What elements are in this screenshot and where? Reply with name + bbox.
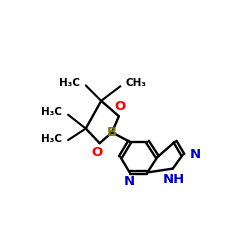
Text: H₃C: H₃C [60, 78, 80, 88]
Text: B: B [107, 126, 117, 139]
Text: H₃C: H₃C [41, 134, 62, 144]
Text: NH: NH [162, 173, 185, 186]
Text: O: O [91, 146, 102, 159]
Text: N: N [190, 148, 201, 161]
Text: H₃C: H₃C [41, 108, 62, 118]
Text: N: N [124, 175, 135, 188]
Text: CH₃: CH₃ [126, 78, 147, 88]
Text: O: O [115, 100, 126, 113]
